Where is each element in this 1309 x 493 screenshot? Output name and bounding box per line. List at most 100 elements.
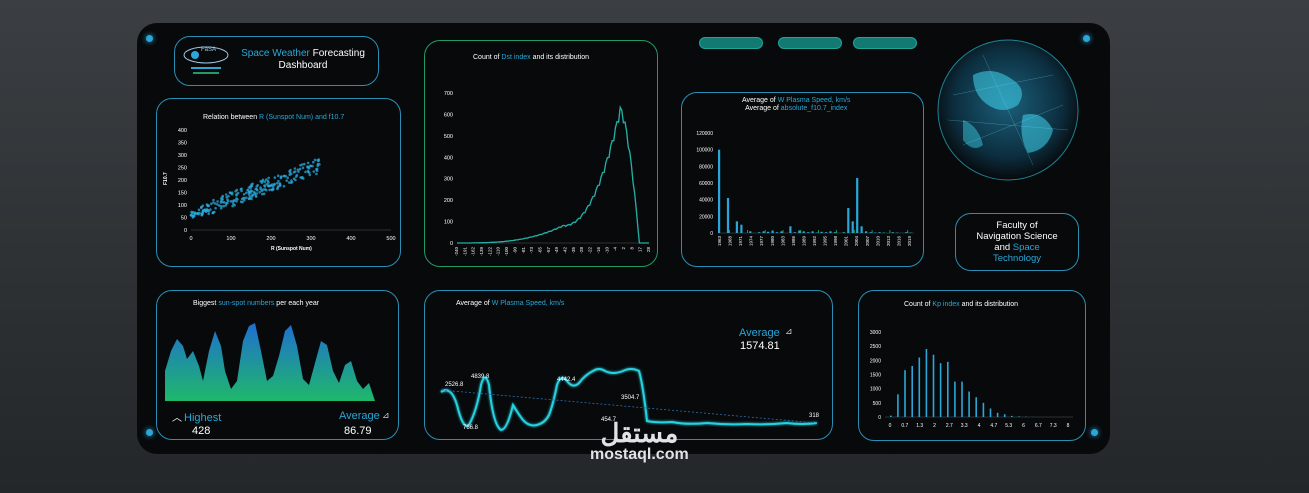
plasma-label-3: 4442.4 — [557, 377, 576, 383]
sunspot-area-chart — [165, 323, 379, 401]
plasma-year-bar — [860, 226, 863, 233]
sunspot-title-c: per each year — [276, 300, 320, 307]
plasma-year-bar — [878, 232, 881, 233]
highest-value: 428 — [192, 425, 211, 437]
chart-icon: ⊿ — [382, 410, 390, 420]
scatter-point — [212, 201, 215, 204]
scatter-point — [245, 196, 248, 199]
scatter-point — [219, 206, 223, 210]
scatter-title: Relation between R (Sunspot Num) and f10… — [203, 114, 344, 121]
plasma-year-bar — [905, 232, 908, 233]
x-tick-label: 1998 — [833, 236, 838, 247]
plasma-label-5: 766.8 — [463, 425, 479, 431]
x-tick-label: 28 — [646, 247, 651, 253]
x-tick-label: 4.7 — [990, 423, 997, 429]
x-tick-label: 7.3 — [1050, 423, 1057, 429]
faculty-line2: Navigation Science — [976, 231, 1058, 242]
nav-pill-1[interactable] — [699, 37, 763, 49]
nav-pill-2[interactable] — [778, 37, 842, 49]
scatter-point — [221, 198, 224, 201]
scatter-point — [276, 185, 280, 188]
dst-title-a: Count of — [473, 54, 500, 61]
scatter-point — [189, 214, 193, 217]
x-tick-label: 1983 — [780, 236, 785, 247]
x-tick-label: -22 — [588, 247, 593, 254]
kp-bar — [989, 408, 992, 417]
scatter-point — [245, 191, 248, 195]
scatter-point — [288, 170, 291, 173]
scatter-point — [214, 206, 217, 210]
x-tick-label: -90 — [512, 247, 517, 254]
scatter-point — [210, 202, 213, 206]
plasma-year-bar — [789, 226, 792, 233]
faculty-line3: and — [994, 242, 1011, 253]
scatter-point — [225, 195, 228, 199]
scatter-panel: Relation between R (Sunspot Num) and f10… — [156, 98, 401, 267]
kp-bar — [1011, 415, 1013, 417]
plasma-year-title-c: Average of — [745, 105, 779, 112]
scatter-point — [206, 209, 210, 212]
dst-title-b: Dst index — [501, 54, 531, 61]
x-tick-label: 1971 — [738, 236, 743, 247]
scatter-point — [239, 200, 243, 203]
nav-pill-3[interactable] — [853, 37, 917, 49]
scatter-point — [308, 173, 312, 177]
x-tick-label: 6.7 — [1035, 423, 1042, 429]
scatter-point — [219, 201, 223, 204]
y-tick-label: 500 — [444, 134, 453, 140]
scatter-point — [221, 194, 224, 198]
x-tick-label: 5.3 — [1005, 423, 1012, 429]
plasma-year-bar — [847, 208, 850, 233]
x-tick-label: -35 — [571, 247, 576, 254]
dst-series-line — [457, 105, 649, 244]
x-tick-label: 4 — [978, 423, 981, 429]
y-tick-label: 100 — [444, 220, 453, 226]
scatter-point — [282, 184, 286, 188]
f107-bar — [729, 230, 730, 233]
x-tick-label: 0 — [889, 423, 892, 429]
f107-bar — [889, 230, 891, 233]
scatter-point — [285, 179, 288, 182]
plasma-year-bar — [811, 231, 814, 233]
scatter-point — [197, 208, 201, 212]
watermark-latin: mostaql.com — [590, 446, 689, 463]
plasma-label-1: 2526.8 — [445, 382, 464, 388]
kp-bar — [961, 381, 963, 417]
plasma-year-bar — [891, 232, 894, 233]
scatter-title-b: R (Sunspot Num) and f10.7 — [259, 114, 345, 121]
scatter-point — [298, 167, 302, 171]
y-tick-label: 50 — [181, 216, 187, 222]
x-tick-label: -57 — [546, 247, 551, 254]
scatter-point — [303, 162, 306, 166]
y-tick-label: 2000 — [870, 358, 881, 364]
x-tick-label: 17 — [638, 247, 643, 253]
scatter-point — [235, 197, 238, 200]
f107-bar — [871, 230, 873, 233]
scatter-point — [276, 174, 280, 177]
scatter-point — [220, 205, 223, 208]
x-tick-label: 1.3 — [916, 423, 923, 429]
watermark: مستقل mostaql.com — [590, 420, 689, 464]
y-tick-label: 120000 — [696, 131, 713, 137]
dst-series-line-glow — [457, 105, 649, 244]
x-tick-label: 1977 — [759, 236, 764, 247]
kp-title-b: Kp index — [932, 301, 960, 308]
plasma-year-bar — [749, 231, 752, 233]
scatter-point — [212, 198, 215, 202]
plasma-year-title-a: Average of — [742, 97, 776, 104]
scatter-point — [251, 193, 254, 197]
y-tick-label: 500 — [873, 401, 882, 407]
kp-bar — [897, 394, 899, 417]
plasma-year-bar — [735, 221, 738, 233]
plasma-label-7: 318 — [809, 413, 820, 419]
x-tick-label: 1974 — [749, 236, 754, 247]
kp-bar — [996, 412, 999, 418]
f107-bar — [818, 230, 819, 233]
x-tick-label: 1992 — [812, 236, 817, 247]
scatter-point — [312, 160, 315, 164]
kp-panel: Count of Kp index and its distribution 3… — [858, 290, 1086, 441]
scatter-point — [300, 176, 304, 180]
plasma-year-bar — [798, 230, 801, 233]
scatter-point — [276, 187, 279, 191]
